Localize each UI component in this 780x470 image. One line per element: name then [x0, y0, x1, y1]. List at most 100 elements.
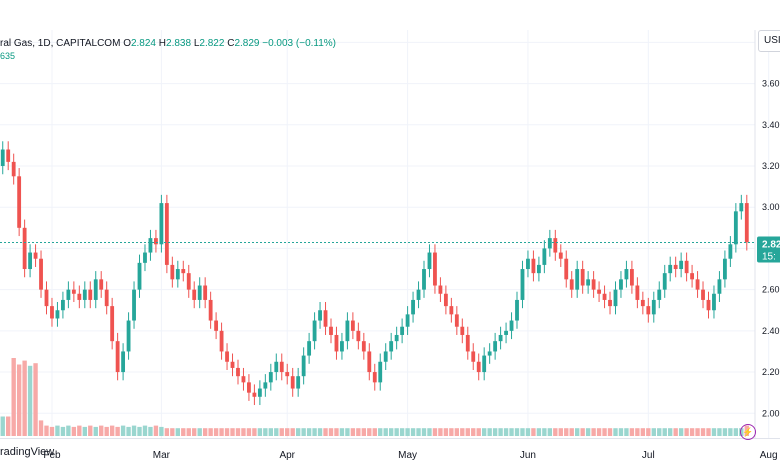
volume-bar — [0, 416, 5, 436]
candle-body — [186, 273, 191, 290]
volume-bar — [60, 426, 66, 436]
candle-body — [17, 176, 22, 228]
volume-bar — [405, 428, 410, 436]
candle-body — [536, 264, 541, 274]
candle-body — [498, 334, 503, 342]
candle-body — [449, 306, 454, 315]
volume-bar — [279, 428, 284, 436]
current-price-badge: 2.82 15: — [757, 236, 780, 262]
price-tick-label: 2.40 — [762, 326, 780, 336]
candle-body — [668, 264, 673, 274]
volume-bar — [55, 425, 60, 436]
candle-body — [323, 310, 328, 327]
candle-body — [6, 149, 11, 162]
candle-body — [66, 289, 71, 300]
volume-bar — [476, 428, 481, 436]
candle-body — [268, 372, 273, 383]
candle-body — [394, 334, 399, 342]
price-tick-label: 3.00 — [762, 202, 780, 212]
volume-bar — [197, 428, 202, 436]
volume-bar — [350, 428, 356, 436]
candle-body — [71, 289, 76, 294]
time-tick-label: Mar — [153, 450, 171, 461]
candle-body — [225, 351, 229, 362]
candle-body — [487, 351, 492, 356]
candle-body — [33, 252, 38, 259]
candle-body — [602, 293, 607, 300]
volume-bar — [547, 428, 553, 436]
volume-bar — [235, 428, 241, 436]
volume-bar — [170, 428, 175, 436]
candle-body — [619, 279, 623, 290]
candle-body — [236, 367, 240, 377]
volume-bar — [591, 428, 596, 436]
tradingview-attribution[interactable]: radingView — [0, 446, 55, 458]
volume-bar — [443, 428, 449, 436]
volume-bar — [120, 425, 126, 436]
volume-bar — [334, 428, 339, 436]
current-price-value: 2.82 — [762, 239, 780, 250]
currency-button[interactable]: USI — [758, 30, 780, 52]
candle-body — [509, 320, 514, 331]
candle-body — [389, 341, 394, 352]
candle-body — [378, 361, 383, 383]
volume-bar — [449, 428, 454, 436]
candle-body — [706, 299, 711, 311]
candle-body — [77, 293, 82, 300]
candle-body — [115, 341, 120, 373]
volume-bar — [82, 426, 87, 436]
candle-body — [515, 299, 519, 321]
volume-bar — [213, 428, 219, 436]
chart-grid — [0, 30, 770, 438]
candle-body — [132, 289, 136, 321]
volume-bar — [421, 428, 427, 436]
candle-body — [411, 299, 415, 315]
candle-body — [608, 299, 612, 307]
volume-bar — [295, 428, 301, 436]
volume-bar — [471, 428, 476, 436]
volume-bar — [695, 428, 700, 436]
candle-body — [695, 279, 700, 290]
volume-bar — [230, 428, 235, 436]
candle-body — [285, 372, 290, 377]
symbol-legend: ral Gas, 1D, CAPITALCOM O2.824 H2.838 L2… — [0, 38, 336, 49]
volume-bar — [662, 428, 667, 436]
volume-bar — [361, 428, 367, 436]
volume-bar — [22, 360, 27, 436]
volume-bar — [219, 428, 224, 436]
volume-bar — [684, 428, 689, 436]
candle-body — [345, 320, 350, 342]
candle-body — [340, 341, 344, 352]
candle-body — [110, 306, 115, 342]
candle-body — [722, 258, 727, 280]
low-value: 2.822 — [199, 38, 225, 49]
candle-body — [733, 211, 738, 245]
candle-body — [684, 260, 689, 274]
volume-bar — [635, 428, 640, 436]
volume-bar — [131, 425, 137, 436]
volume-bar — [159, 426, 164, 436]
time-tick-label: Jul — [642, 450, 655, 461]
candle-body — [219, 330, 224, 352]
volume-bar — [274, 428, 279, 436]
volume-bar — [109, 425, 115, 436]
volume-bar — [432, 428, 438, 436]
volume-bar — [208, 428, 213, 436]
lightning-icon[interactable]: ⚡ — [740, 424, 756, 440]
close-label: C — [227, 38, 235, 49]
candle-body — [416, 289, 421, 300]
candle-body — [482, 355, 487, 373]
volume-bar — [542, 428, 547, 436]
candle-body — [443, 293, 448, 307]
volume-bar — [646, 428, 651, 436]
candle-body — [175, 269, 180, 280]
candle-body — [257, 388, 262, 397]
candle-body — [61, 299, 65, 311]
candle-body — [465, 334, 470, 352]
volume-bar — [503, 428, 509, 436]
volume-bar — [285, 428, 290, 436]
candle-body — [646, 306, 651, 315]
candle-body — [93, 279, 98, 300]
volume-bar — [33, 363, 38, 436]
